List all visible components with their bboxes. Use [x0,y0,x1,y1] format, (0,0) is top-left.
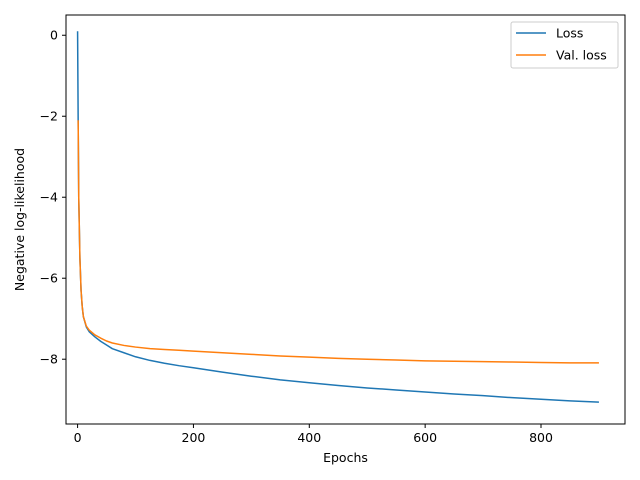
x-tick-label: 600 [413,430,437,445]
y-tick-label: −4 [40,190,58,205]
x-tick-label: 400 [297,430,321,445]
x-axis-title: Epochs [323,450,368,465]
series-layer [76,31,599,403]
legend-label-loss: Loss [556,26,583,41]
legend-label-val-loss: Val. loss [556,48,607,63]
y-tick-label: 0 [50,28,58,43]
y-axis-title: Negative log-likelihood [12,148,27,291]
plot-frame [65,14,626,425]
y-tick-label: −2 [40,109,58,124]
y-tick-label: −6 [40,271,58,286]
series-line-val-loss [77,120,599,364]
x-tick-label: 800 [529,430,553,445]
x-tick-label: 200 [182,430,206,445]
y-tick-label: −8 [40,352,58,367]
x-tick-label: 0 [74,430,82,445]
tick-layer: 0 200 400 600 800 0 −2 −4 −6 −8 [40,28,553,445]
legend: Loss Val. loss [510,21,619,69]
plot-area [66,15,625,424]
